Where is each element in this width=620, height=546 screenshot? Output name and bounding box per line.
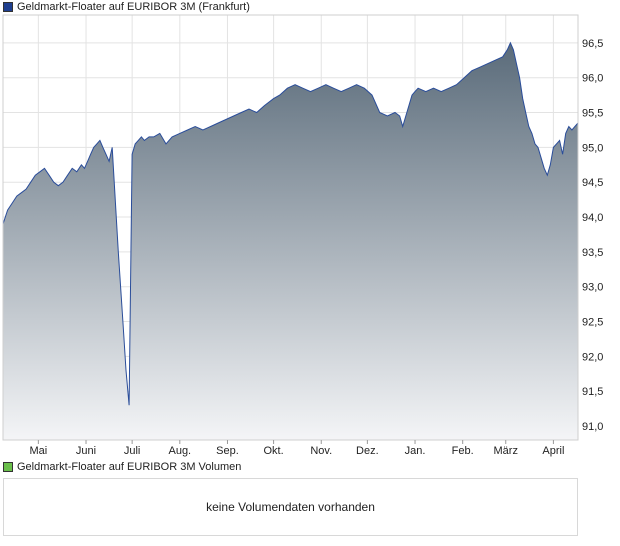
volume-legend-label: Geldmarkt-Floater auf EURIBOR 3M Volumen	[17, 461, 242, 473]
x-tick-label: März	[494, 445, 518, 457]
x-tick-label: April	[542, 445, 564, 457]
y-tick-label: 92,5	[582, 317, 603, 329]
x-axis: Mai Juni Juli Aug. Sep. Okt. Nov. Dez. Jan. Feb. M…	[29, 440, 564, 457]
y-tick-label: 93,0	[582, 282, 603, 294]
x-tick-label: Mai	[29, 445, 47, 457]
no-volume-message: keine Volumendaten vorhanden	[206, 500, 375, 514]
price-area	[3, 42, 578, 441]
y-tick-label: 95,0	[582, 142, 603, 154]
y-tick-label: 92,0	[582, 351, 603, 363]
price-legend: Geldmarkt-Floater auf EURIBOR 3M (Frankf…	[3, 0, 250, 14]
price-chart: 91,0 91,5 92,0 92,5 93,0 93,5 94,0 94,5 95,0 95,5…	[2, 14, 603, 457]
y-tick-label: 94,0	[582, 212, 603, 224]
price-legend-swatch	[3, 2, 13, 12]
y-tick-label: 91,0	[582, 421, 603, 433]
volume-legend-swatch	[3, 462, 13, 472]
y-tick-label: 96,0	[582, 73, 603, 85]
x-tick-label: Aug.	[168, 445, 191, 457]
plot-frame	[2, 14, 579, 441]
price-line	[2, 41, 579, 406]
y-tick-label: 91,5	[582, 386, 603, 398]
y-tick-label: 95,5	[582, 108, 603, 120]
x-tick-label: Juni	[76, 445, 96, 457]
x-tick-label: Dez.	[356, 445, 379, 457]
x-tick-label: Sep.	[216, 445, 239, 457]
x-tick-label: Nov.	[310, 445, 332, 457]
x-tick-label: Feb.	[452, 445, 474, 457]
volume-panel: keine Volumendaten vorhanden	[3, 478, 578, 536]
x-tick-label: Okt.	[264, 445, 284, 457]
price-legend-label: Geldmarkt-Floater auf EURIBOR 3M (Frankf…	[17, 1, 250, 13]
y-axis: 91,0 91,5 92,0 92,5 93,0 93,5 94,0 94,5 95,0 95,5…	[582, 38, 603, 433]
x-tick-label: Juli	[124, 445, 141, 457]
volume-legend: Geldmarkt-Floater auf EURIBOR 3M Volumen	[3, 460, 241, 474]
y-tick-label: 94,5	[582, 177, 603, 189]
y-tick-label: 96,5	[582, 38, 603, 50]
y-tick-label: 93,5	[582, 247, 603, 259]
x-tick-label: Jan.	[405, 445, 426, 457]
